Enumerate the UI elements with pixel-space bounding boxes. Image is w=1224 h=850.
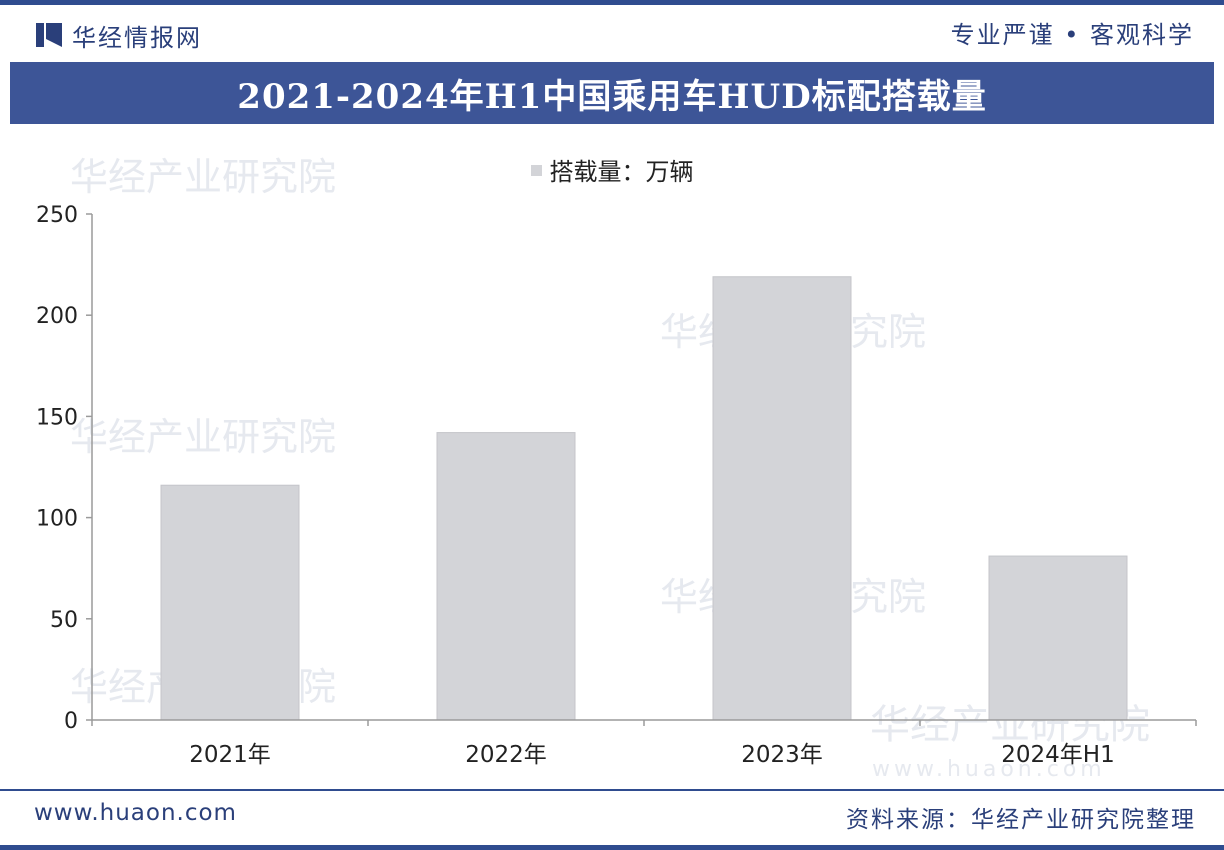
x-tick-label: 2024年H1 — [1001, 742, 1114, 768]
y-tick-label: 50 — [50, 608, 78, 633]
title-bar: 2021-2024年H1中国乘用车HUD标配搭载量 — [10, 62, 1214, 124]
brand-name: 华经情报网 — [72, 23, 202, 52]
bar — [988, 555, 1128, 721]
legend-swatch — [530, 164, 542, 176]
footer-source: 资料来源：华经产业研究院整理 — [846, 807, 1196, 833]
chart-title: 2021-2024年H1中国乘用车HUD标配搭载量 — [237, 76, 987, 117]
bottom-edge — [0, 845, 1224, 850]
y-tick-label: 100 — [36, 507, 78, 532]
legend-label: 搭载量：万辆 — [549, 158, 694, 186]
watermark-text: 华经产业研究院 — [70, 155, 336, 199]
bar — [436, 432, 576, 721]
y-tick-label: 200 — [36, 304, 78, 329]
bars — [160, 276, 1128, 721]
x-tick-label: 2023年 — [741, 742, 823, 768]
y-tick-label: 150 — [36, 405, 78, 430]
bar — [712, 276, 852, 721]
brand: 华经情报网 — [36, 20, 202, 52]
watermark-url: www.huaon.com — [872, 757, 1106, 782]
axes: 0 50 100 150 200 250 2021年 2022年 2023年 2024年H1 — [36, 203, 1197, 768]
y-tick-label: 250 — [36, 203, 78, 228]
watermark-text: 华经产业研究院 — [70, 415, 336, 459]
bar-chart: 华经产业研究院华经产业研究院华经产业研究院华经产业研究院华经产业研究院华经产业研… — [36, 155, 1197, 782]
x-tick-label: 2022年 — [465, 742, 547, 768]
bottom-rule — [0, 789, 1224, 791]
bar — [160, 484, 300, 721]
top-rule — [0, 0, 1224, 5]
brand-logo-icon — [36, 23, 62, 47]
footer-website: www.huaon.com — [34, 800, 237, 826]
y-tick-label: 0 — [64, 709, 78, 734]
x-tick-label: 2021年 — [189, 742, 271, 768]
slogan: 专业严谨 • 客观科学 — [950, 21, 1194, 49]
legend: 搭载量：万辆 — [0, 152, 1224, 187]
